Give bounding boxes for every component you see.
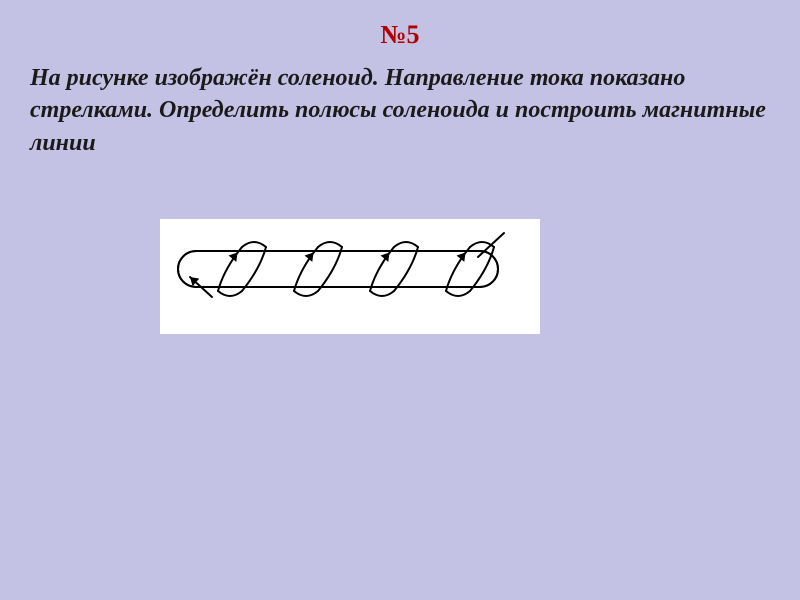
figure-container: [160, 219, 770, 334]
solenoid-figure: [160, 219, 540, 334]
solenoid-diagram: [160, 219, 540, 329]
slide: №5 На рисунке изображён соленоид. Направ…: [0, 0, 800, 600]
problem-number-title: №5: [30, 20, 770, 50]
problem-statement: На рисунке изображён соленоид. Направлен…: [30, 62, 770, 159]
